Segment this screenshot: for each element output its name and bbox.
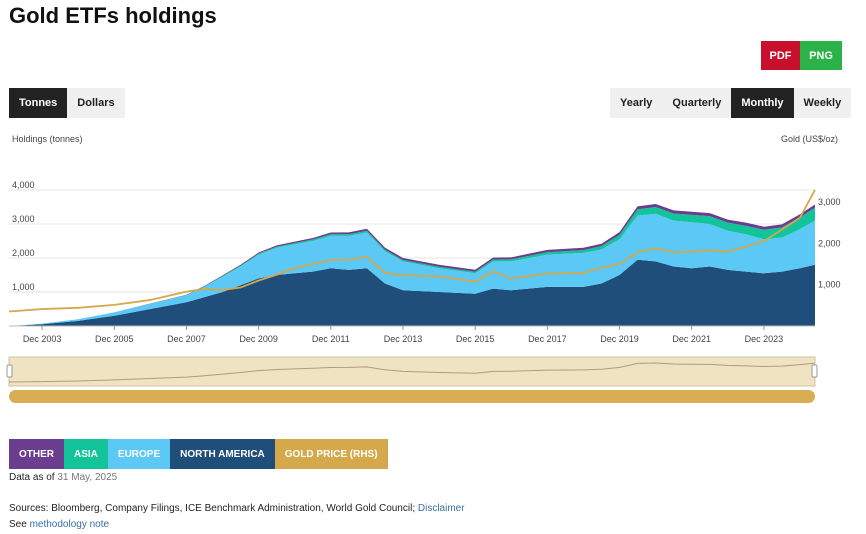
holdings-chart: 1,000 2,000 3,000 4,000 1,000 2,000 3,000 Dec 2… — [6, 180, 841, 403]
monthly-button[interactable]: Monthly — [731, 88, 794, 118]
x-tick-label: Dec 2007 — [167, 334, 206, 344]
gold-price-line — [8, 189, 816, 313]
y-tick-label: 2,000 — [12, 248, 35, 258]
x-tick-label: Dec 2009 — [239, 334, 278, 344]
sources-note: Sources: Bloomberg, Company Filings, ICE… — [9, 503, 465, 514]
navigator-series-line — [8, 362, 816, 383]
y-tick-label: 1,000 — [12, 282, 35, 292]
y2-tick-label: 3,000 — [818, 197, 841, 207]
download-png-button[interactable]: PNG — [800, 41, 842, 70]
sources-text: Sources: Bloomberg, Company Filings, ICE… — [9, 503, 416, 514]
y2-axis-title: Gold (US$/oz) — [780, 134, 838, 144]
yearly-button[interactable]: Yearly — [610, 88, 663, 118]
x-tick-label: Dec 2013 — [384, 334, 423, 344]
disclaimer-link[interactable]: Disclaimer — [417, 503, 465, 514]
europe-area — [9, 213, 815, 326]
data-as-of-label: Data as of — [9, 472, 55, 483]
x-tick-label: Dec 2011 — [312, 334, 350, 344]
quarterly-button[interactable]: Quarterly — [662, 88, 732, 118]
navigator-scrollbar[interactable] — [9, 390, 815, 403]
legend: OTHER ASIA EUROPE NORTH AMERICA GOLD PRI… — [9, 439, 388, 469]
x-tick-label: Dec 2015 — [456, 334, 495, 344]
x-tick-label: Dec 2023 — [745, 334, 784, 344]
navigator-right-handle[interactable] — [811, 364, 818, 378]
y-tick-label: 3,000 — [12, 214, 35, 224]
y2-tick-label: 2,000 — [818, 238, 841, 248]
x-tick-label: Dec 2019 — [600, 334, 639, 344]
north-america-area — [9, 259, 815, 326]
weekly-button[interactable]: Weekly — [793, 88, 852, 118]
page-title: Gold ETFs holdings — [9, 3, 217, 28]
data-as-of-date: 31 May, 2025 — [57, 472, 118, 483]
navigator-left-handle[interactable] — [6, 364, 13, 378]
legend-item-gold-price[interactable]: GOLD PRICE (RHS) — [274, 439, 388, 469]
y-axis-title: Holdings (tonnes) — [12, 134, 83, 144]
legend-item-europe[interactable]: EUROPE — [107, 439, 171, 469]
legend-item-other[interactable]: OTHER — [9, 439, 64, 469]
y-tick-label: 4,000 — [12, 180, 35, 190]
x-tick-label: Dec 2003 — [23, 334, 62, 344]
x-tick-label: Dec 2021 — [672, 334, 711, 344]
units-toggle: Tonnes Dollars — [9, 88, 125, 118]
legend-item-north-america[interactable]: NORTH AMERICA — [170, 439, 275, 469]
tonnes-button[interactable]: Tonnes — [9, 88, 68, 118]
frequency-toggle: Yearly Quarterly Monthly Weekly — [610, 88, 852, 118]
download-pdf-button[interactable]: PDF — [761, 41, 800, 70]
methodology-note: See methodology note — [9, 519, 109, 530]
y2-tick-label: 1,000 — [818, 280, 841, 290]
data-as-of: Data as of 31 May, 2025 — [9, 472, 117, 483]
methodology-link[interactable]: methodology note — [29, 519, 110, 530]
dollars-button[interactable]: Dollars — [67, 88, 125, 118]
see-text: See — [9, 519, 27, 530]
x-tick-label: Dec 2005 — [95, 334, 134, 344]
legend-item-asia[interactable]: ASIA — [64, 439, 108, 469]
x-tick-label: Dec 2017 — [528, 334, 567, 344]
